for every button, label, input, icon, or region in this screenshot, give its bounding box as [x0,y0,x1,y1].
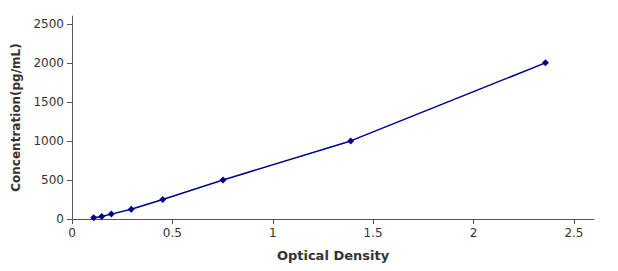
svg-text:2500: 2500 [33,17,64,31]
svg-text:2.5: 2.5 [564,226,583,240]
svg-text:1000: 1000 [33,134,64,148]
svg-text:0: 0 [68,226,76,240]
svg-text:2000: 2000 [33,56,64,70]
svg-text:1500: 1500 [33,95,64,109]
svg-text:1.5: 1.5 [364,226,383,240]
svg-text:0.5: 0.5 [163,226,182,240]
svg-text:Concentration(pg/mL): Concentration(pg/mL) [9,43,23,191]
svg-text:1: 1 [269,226,277,240]
svg-text:0: 0 [56,212,64,226]
svg-text:2: 2 [470,226,478,240]
svg-text:Optical Density: Optical Density [277,248,390,263]
svg-text:500: 500 [41,173,64,187]
